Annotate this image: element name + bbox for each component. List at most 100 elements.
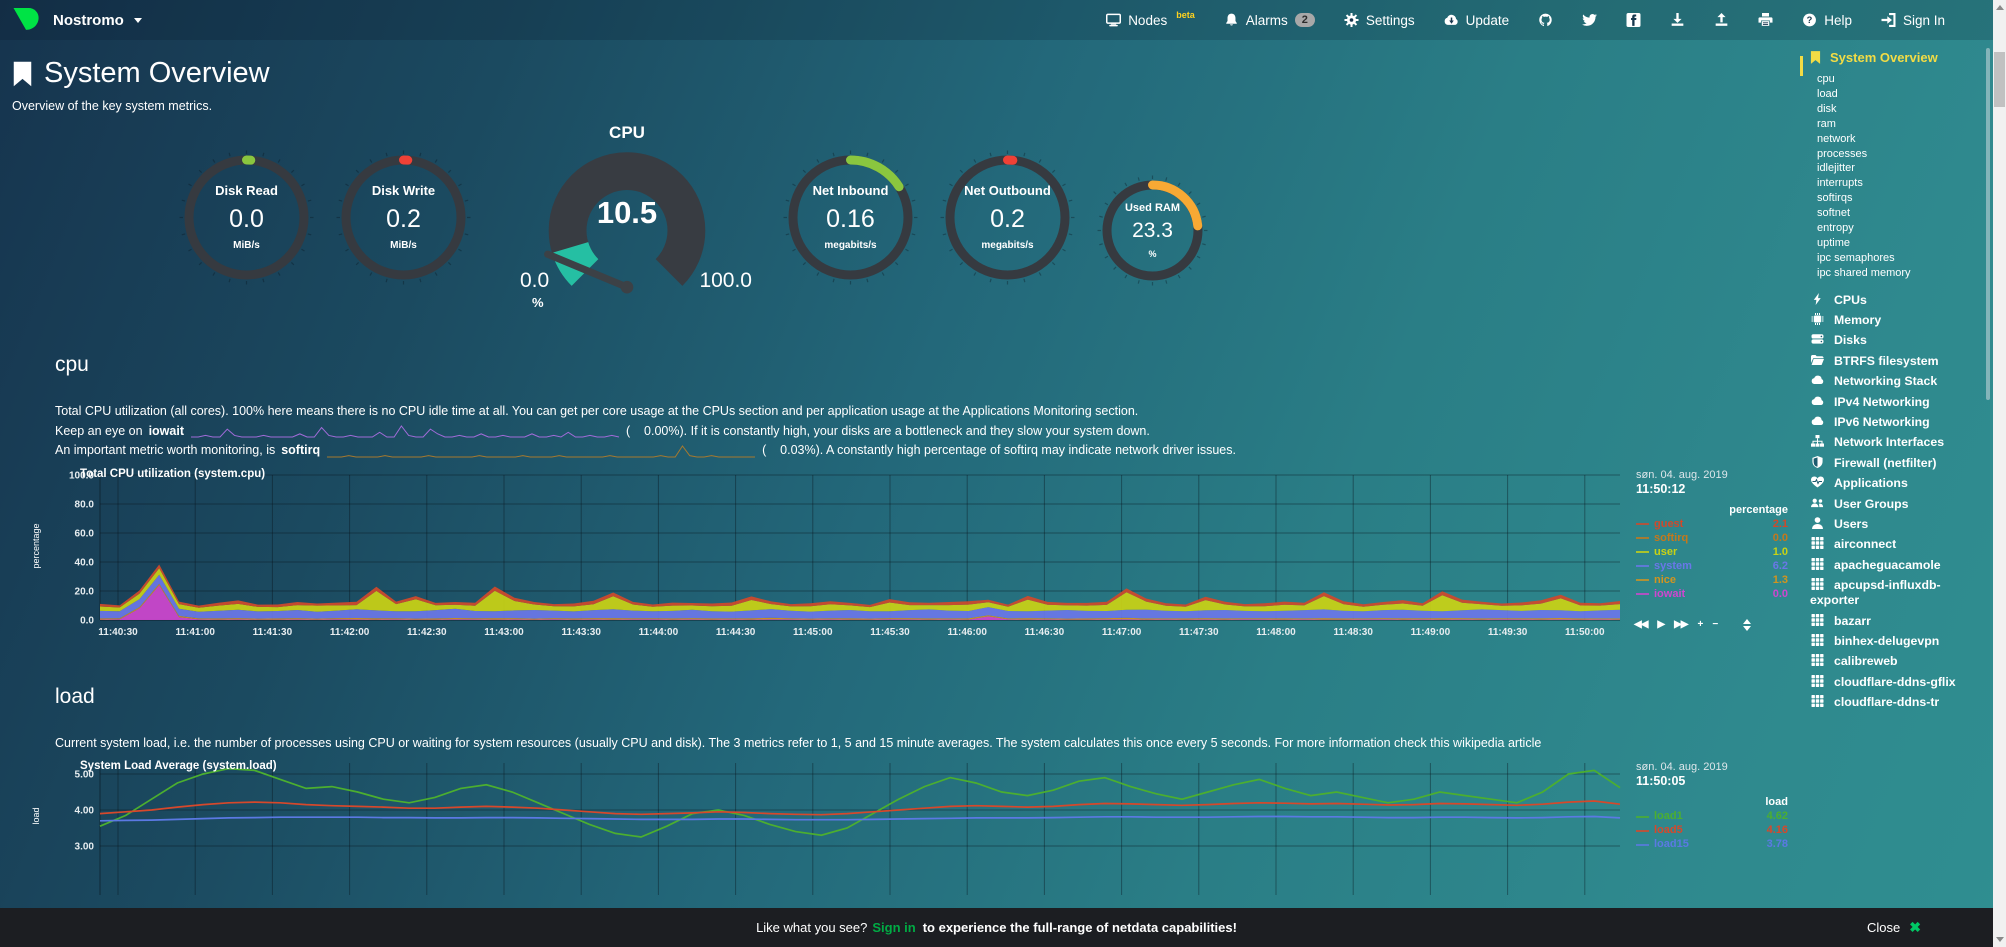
- sidebar-section[interactable]: User Groups: [1810, 497, 1989, 512]
- grid-icon: [1810, 674, 1825, 690]
- zoom-out-button[interactable]: −: [1712, 619, 1718, 630]
- cpu-chart-plot[interactable]: 100.0 80.0 60.0 40.0 20.0 0.0 11:40:30 11:41:00…: [55, 469, 1630, 641]
- sidebar-sublink[interactable]: idlejitter: [1817, 162, 1855, 175]
- sidebar-section[interactable]: calibreweb: [1810, 654, 1989, 669]
- gauge-unit: %: [532, 295, 544, 310]
- gauge-title: Disk Write: [371, 183, 436, 198]
- sidebar-sublink[interactable]: softirqs: [1817, 192, 1853, 205]
- used-ram-gauge[interactable]: Used RAM 23.3 %: [1096, 174, 1209, 287]
- help-button[interactable]: ? Help: [1802, 13, 1852, 28]
- sidebar-section-label: IPv4 Networking: [1834, 394, 1930, 409]
- sidebar-section-label: airconnect: [1834, 537, 1897, 552]
- hostname-dropdown[interactable]: Nostromo: [53, 11, 124, 29]
- legend-entry[interactable]: load5 4.16: [1636, 825, 1788, 836]
- facebook-button[interactable]: [1626, 13, 1641, 27]
- nodes-button[interactable]: Nodes beta: [1106, 10, 1195, 28]
- cpu-chart: percentage Total CPU utilization (system…: [31, 468, 1800, 641]
- sidebar-sublink[interactable]: softnet: [1817, 207, 1851, 220]
- sidebar-sublink[interactable]: processes: [1817, 147, 1868, 160]
- sidebar-sublink[interactable]: disk: [1817, 102, 1837, 115]
- twitter-button[interactable]: [1582, 13, 1598, 27]
- sidebar-sublink[interactable]: ram: [1817, 117, 1836, 130]
- cloud-icon: [1810, 374, 1825, 389]
- cpu-gauge[interactable]: CPU 10.5 0.0 100.0 %: [492, 123, 762, 311]
- github-button[interactable]: [1538, 13, 1553, 27]
- sidebar-sublink[interactable]: ipc shared memory: [1817, 266, 1911, 279]
- legend-entry[interactable]: load1 4.62: [1636, 811, 1788, 822]
- net-inbound-gauge[interactable]: Net Inbound 0.16 megabits/s: [782, 149, 919, 286]
- sidebar-sublink[interactable]: ipc semaphores: [1817, 251, 1895, 264]
- sidebar-section-label: bazarr: [1834, 613, 1871, 628]
- cpu-desc-line2-bold: iowait: [148, 423, 184, 438]
- scrollbar-thumb[interactable]: [1994, 52, 2005, 107]
- scroll-down-arrow-icon[interactable]: [1996, 937, 2004, 942]
- sidebar-section[interactable]: CPUs: [1810, 292, 1989, 308]
- netdata-logo[interactable]: [12, 8, 39, 32]
- gauges-row: Disk Read 0.0 MiB/s Disk Write 0.2 MiB/s…: [178, 123, 1800, 311]
- banner-signin-link[interactable]: Sign in: [872, 920, 916, 935]
- signin-button[interactable]: Sign In: [1881, 13, 1945, 28]
- sidebar-sublink[interactable]: cpu: [1817, 73, 1835, 85]
- sidebar-item-system-overview[interactable]: System Overview: [1810, 50, 1989, 65]
- update-button[interactable]: Update: [1444, 13, 1509, 28]
- sidebar-section-label: cloudflare-ddns-gflix: [1834, 674, 1956, 689]
- sidebar-section[interactable]: Networking Stack: [1810, 374, 1989, 389]
- sidebar-sublink[interactable]: load: [1817, 87, 1838, 100]
- sidebar-section[interactable]: Memory: [1810, 313, 1989, 328]
- sidebar-section[interactable]: apcupsd-influxdb-exporter: [1810, 578, 1989, 608]
- settings-button[interactable]: Settings: [1344, 13, 1415, 28]
- monitor-icon: [1106, 13, 1122, 27]
- chevron-down-icon[interactable]: [133, 17, 142, 23]
- page-scrollbar[interactable]: [1993, 0, 2006, 947]
- sidebar-section[interactable]: bazarr: [1810, 613, 1989, 629]
- sidebar-sublink[interactable]: network: [1817, 132, 1856, 145]
- sidebar-sublink[interactable]: interrupts: [1817, 177, 1863, 190]
- cpu-section-description: Total CPU utilization (all cores). 100% …: [55, 402, 1800, 461]
- sidebar-section[interactable]: Users: [1810, 517, 1989, 532]
- sidebar-section[interactable]: cloudflare-ddns-gflix: [1810, 674, 1989, 690]
- alarms-button[interactable]: Alarms 2: [1224, 13, 1315, 28]
- page-title: System Overview: [44, 57, 270, 89]
- legend-entry[interactable]: user 1.0: [1636, 546, 1788, 558]
- disk-write-gauge[interactable]: Disk Write 0.2 MiB/s: [335, 149, 472, 286]
- sidebar-section[interactable]: Applications: [1810, 476, 1989, 491]
- disk-read-gauge[interactable]: Disk Read 0.0 MiB/s: [178, 149, 315, 286]
- resize-handle[interactable]: [1743, 618, 1752, 631]
- sidebar-section[interactable]: binhex-delugevpn: [1810, 633, 1989, 649]
- sidebar-section[interactable]: apacheguacamole: [1810, 557, 1989, 573]
- banner-close-button[interactable]: Close ✖: [1867, 919, 1921, 936]
- play-button[interactable]: ▶: [1657, 619, 1665, 630]
- legend-entry[interactable]: load15 3.78: [1636, 839, 1788, 850]
- legend-value: 0.0: [1772, 531, 1788, 544]
- legend-value: 1.3: [1772, 573, 1788, 586]
- sidebar-section[interactable]: BTRFS filesystem: [1810, 354, 1989, 369]
- legend-entry[interactable]: system 6.2: [1636, 560, 1788, 572]
- print-button[interactable]: [1758, 13, 1773, 27]
- scroll-up-arrow-icon[interactable]: [1996, 5, 2004, 10]
- softirq-sparkline[interactable]: [326, 444, 756, 458]
- export-button[interactable]: [1670, 13, 1685, 27]
- legend-entry[interactable]: guest 2.1: [1636, 518, 1788, 530]
- sidebar-scrollbar-thumb[interactable]: [1986, 48, 1990, 400]
- sidebar-section[interactable]: cloudflare-ddns-tr: [1810, 695, 1989, 710]
- sidebar-section[interactable]: airconnect: [1810, 537, 1989, 552]
- zoom-in-button[interactable]: +: [1697, 619, 1703, 630]
- iowait-sparkline[interactable]: [190, 424, 620, 438]
- sidebar-sublink[interactable]: uptime: [1817, 236, 1851, 249]
- sidebar-section[interactable]: IPv6 Networking: [1810, 415, 1989, 430]
- load-chart-plot[interactable]: 5.00 4.00 3.00: [55, 761, 1630, 895]
- twitter-icon: [1582, 13, 1598, 27]
- legend-entry[interactable]: softirq 0.0: [1636, 531, 1788, 544]
- sidebar-section[interactable]: IPv4 Networking: [1810, 395, 1989, 410]
- pan-backward-button[interactable]: ◀◀: [1634, 619, 1648, 630]
- pan-forward-button[interactable]: ▶▶: [1674, 619, 1688, 630]
- legend-value: 4.62: [1766, 810, 1788, 822]
- legend-entry[interactable]: nice 1.3: [1636, 573, 1788, 586]
- net-outbound-gauge[interactable]: Net Outbound 0.2 megabits/s: [939, 149, 1076, 286]
- sidebar-section[interactable]: Firewall (netfilter): [1810, 455, 1989, 471]
- sidebar-section[interactable]: Network Interfaces: [1810, 435, 1989, 450]
- sidebar-section[interactable]: Disks: [1810, 333, 1989, 348]
- legend-entry[interactable]: iowait 0.0: [1636, 588, 1788, 600]
- sidebar-sublink[interactable]: entropy: [1817, 222, 1854, 235]
- import-button[interactable]: [1714, 13, 1729, 27]
